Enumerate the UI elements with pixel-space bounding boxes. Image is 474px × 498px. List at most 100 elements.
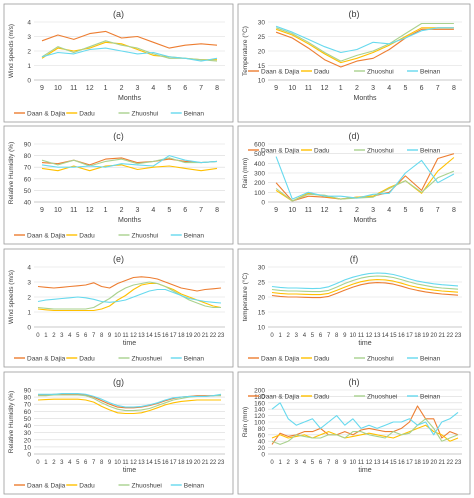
y-tick-label: 25 — [258, 280, 266, 287]
y-axis-label: Relative Humidity (%) — [8, 391, 15, 454]
y-tick-label: 30 — [258, 20, 266, 27]
panel-label: (c) — [113, 131, 124, 141]
x-tick-label: 5 — [76, 460, 80, 466]
legend-item: Daan & Dajia — [14, 111, 66, 118]
y-tick-label: 2 — [27, 295, 31, 302]
legend-label: Zhuoshui — [132, 111, 159, 118]
x-tick-label: 4 — [303, 333, 307, 339]
series-line-dadu — [271, 424, 459, 442]
x-tick-label: 5 — [167, 207, 171, 214]
x-tick-label: 9 — [343, 460, 347, 466]
legend-item: Zhuoshui — [118, 111, 159, 118]
legend-item: Zhuoshui — [354, 69, 394, 76]
x-tick-label: 3 — [371, 207, 375, 214]
x-tick-label: 9 — [108, 333, 112, 339]
legend-item: Daan & Dajia — [248, 69, 300, 76]
x-tick-label: 17 — [170, 460, 177, 466]
legend-label: Beinan — [184, 483, 205, 490]
x-tick-label: 1 — [278, 333, 282, 339]
x-tick-label: 16 — [162, 333, 169, 339]
x-tick-label: 8 — [100, 333, 104, 339]
x-tick-label: 23 — [218, 333, 225, 339]
x-tick-label: 4 — [303, 460, 307, 466]
y-axis-label: Wind speeds (m/s) — [8, 24, 15, 78]
legend-label: Beinan — [420, 394, 441, 401]
x-axis-label: time — [123, 467, 136, 474]
y-tick-label: 60 — [24, 409, 32, 416]
panel-border — [237, 371, 471, 495]
y-tick-label: 140 — [254, 407, 265, 414]
legend-label: Daan & Dajia — [261, 69, 300, 76]
y-tick-label: 3 — [27, 34, 31, 41]
y-tick-label: 500 — [254, 151, 265, 158]
legend-item: Dadu — [66, 111, 95, 118]
x-tick-label: 15 — [154, 333, 161, 339]
x-axis-label: Months — [118, 95, 141, 102]
x-axis-label: Months — [118, 217, 141, 224]
x-tick-label: 7 — [199, 207, 203, 214]
y-axis-label: Temperature (°C) — [241, 26, 249, 76]
y-tick-label: 25 — [258, 34, 266, 41]
x-tick-label: 18 — [414, 460, 421, 466]
panel-border — [237, 125, 471, 245]
x-tick-label: 8 — [100, 460, 104, 466]
x-tick-label: 5 — [311, 333, 315, 339]
x-tick-label: 6 — [84, 333, 88, 339]
x-tick-label: 6 — [420, 85, 424, 92]
y-tick-label: 2 — [27, 49, 31, 56]
x-tick-label: 2 — [52, 333, 56, 339]
x-tick-label: 4 — [387, 85, 391, 92]
legend-item: Beinan — [407, 394, 441, 401]
x-tick-label: 11 — [358, 333, 365, 339]
x-tick-label: 4 — [68, 333, 72, 339]
x-tick-label: 13 — [374, 333, 381, 339]
legend-label: Beinan — [420, 356, 441, 363]
panel-label: (b) — [349, 9, 360, 19]
x-axis-label: Months — [354, 217, 377, 224]
series-line-dadu — [275, 27, 454, 64]
x-tick-label: 18 — [414, 333, 421, 339]
x-tick-label: 9 — [274, 207, 278, 214]
y-tick-label: 200 — [254, 180, 265, 187]
legend-label: Zhuoshui — [132, 233, 159, 240]
panel-border — [3, 371, 234, 495]
panel-border — [3, 3, 234, 123]
legend-item: Zhuoshui — [354, 356, 394, 363]
x-tick-label: 14 — [146, 333, 153, 339]
x-tick-label: 10 — [114, 333, 121, 339]
y-tick-label: 80 — [24, 153, 32, 160]
x-tick-label: 19 — [186, 333, 193, 339]
x-tick-label: 12 — [86, 85, 94, 92]
legend-item: Daan & Dajia — [14, 233, 66, 240]
x-tick-label: 13 — [374, 460, 381, 466]
x-tick-label: 20 — [194, 460, 201, 466]
legend-label: Daan & Dajia — [27, 111, 66, 118]
x-tick-label: 12 — [321, 207, 329, 214]
legend-label: Zhuoshui — [367, 148, 394, 155]
legend-label: Zhuoshuei — [367, 394, 397, 401]
legend-item: Beinan — [170, 111, 205, 118]
legend-label: Beinan — [184, 356, 205, 363]
x-tick-label: 8 — [335, 333, 339, 339]
legend-label: Beinan — [184, 111, 205, 118]
x-tick-label: 10 — [350, 333, 357, 339]
x-tick-label: 4 — [68, 460, 72, 466]
x-tick-label: 11 — [70, 85, 77, 92]
x-tick-label: 13 — [138, 333, 145, 339]
x-tick-label: 3 — [371, 85, 375, 92]
panel-label: (a) — [113, 9, 124, 19]
x-tick-label: 17 — [170, 333, 177, 339]
legend-item: Beinan — [407, 356, 441, 363]
x-tick-label: 15 — [390, 333, 397, 339]
legend-label: Zhuoshui — [367, 69, 394, 76]
x-tick-label: 21 — [438, 333, 445, 339]
x-tick-label: 15 — [390, 460, 397, 466]
y-tick-label: 0 — [27, 78, 31, 85]
x-tick-label: 21 — [202, 333, 209, 339]
x-tick-label: 10 — [288, 85, 296, 92]
x-tick-label: 5 — [403, 207, 407, 214]
x-tick-label: 12 — [321, 85, 329, 92]
